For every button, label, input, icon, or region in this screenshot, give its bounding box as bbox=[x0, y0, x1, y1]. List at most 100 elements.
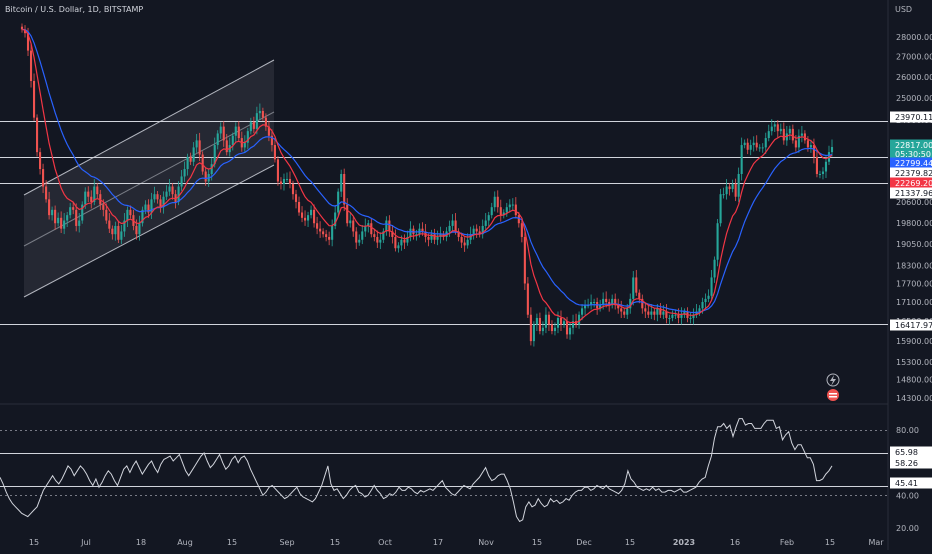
candle-body bbox=[620, 308, 623, 312]
candle-body bbox=[541, 327, 544, 332]
candle-body bbox=[192, 147, 195, 162]
candle-body bbox=[665, 311, 668, 318]
candle-body bbox=[87, 191, 90, 197]
candle-body bbox=[20, 26, 24, 30]
candle-body bbox=[310, 209, 313, 216]
time-tick-label: Aug bbox=[177, 538, 193, 547]
candle-body bbox=[800, 133, 803, 136]
candle-body bbox=[710, 277, 713, 296]
candle-body bbox=[740, 145, 743, 174]
candle-body bbox=[653, 311, 656, 315]
candle-body bbox=[54, 209, 57, 224]
line-price-tag-text: 22379.82 bbox=[895, 169, 932, 178]
candle-body bbox=[279, 181, 283, 184]
rsi-line bbox=[0, 418, 833, 523]
candle-body bbox=[382, 231, 385, 240]
candle-body bbox=[716, 223, 719, 260]
candle-body bbox=[544, 314, 547, 328]
line-price-tag-text: 21337.96 bbox=[895, 189, 932, 198]
candle-body bbox=[108, 220, 111, 229]
candle-body bbox=[325, 234, 328, 237]
candle-body bbox=[66, 215, 69, 221]
candle-body bbox=[782, 128, 785, 141]
candle-body bbox=[547, 314, 551, 325]
time-tick-label: 15 bbox=[330, 538, 340, 547]
candle-body bbox=[514, 204, 517, 216]
candle-body bbox=[737, 173, 740, 197]
candle-body bbox=[599, 305, 602, 309]
candle-body bbox=[307, 215, 310, 221]
candle-body bbox=[144, 204, 147, 210]
candle-body bbox=[764, 138, 767, 148]
price-tick-label: 19050.00 bbox=[896, 240, 932, 249]
candle-body bbox=[340, 173, 343, 192]
candle-body bbox=[252, 122, 255, 129]
candle-body bbox=[400, 239, 403, 246]
candle-body bbox=[689, 317, 692, 319]
events-flag-icon[interactable] bbox=[827, 389, 839, 401]
candle-body bbox=[806, 140, 809, 148]
last-price-tag: 22817.00 bbox=[890, 139, 932, 151]
line-price-tag-bg bbox=[890, 319, 932, 331]
candle-body bbox=[553, 327, 557, 332]
candle-body bbox=[662, 311, 665, 315]
price-tick-label: 19800.00 bbox=[896, 219, 932, 228]
candle-body bbox=[668, 317, 671, 319]
candle-body bbox=[499, 207, 502, 216]
candle-body bbox=[496, 196, 499, 208]
time-tick-label: Mar bbox=[868, 538, 884, 547]
candle-body bbox=[511, 204, 514, 206]
rsi-value-tag-text: 58.26 bbox=[895, 459, 918, 468]
candle-body bbox=[126, 209, 129, 221]
candle-body bbox=[135, 225, 138, 235]
candle-body bbox=[602, 298, 605, 306]
candle-body bbox=[78, 220, 81, 226]
candle-body bbox=[150, 199, 153, 213]
chart-title: Bitcoin / U.S. Dollar, 1D, BITSTAMP bbox=[5, 5, 143, 14]
candle-body bbox=[680, 314, 683, 318]
candle-body bbox=[165, 191, 168, 197]
rsi-tick-label: 80.00 bbox=[896, 426, 919, 435]
candle-body bbox=[436, 236, 439, 240]
candle-body bbox=[701, 302, 704, 309]
candle-body bbox=[590, 302, 593, 306]
horizontal-lines[interactable] bbox=[0, 121, 888, 325]
channel-lower-line bbox=[23, 164, 275, 298]
parallel-channel[interactable] bbox=[23, 59, 275, 298]
candle-body bbox=[26, 33, 30, 51]
candle-body bbox=[114, 225, 117, 235]
ema-slow-tag-bg bbox=[890, 157, 932, 169]
time-tick-label: Nov bbox=[478, 538, 494, 547]
rsi-lower-tag-text: 45.41 bbox=[895, 479, 918, 488]
lightning-icon[interactable] bbox=[826, 373, 840, 387]
candle-body bbox=[81, 204, 84, 221]
candle-body bbox=[219, 126, 222, 134]
candle-body bbox=[770, 126, 773, 132]
candle-body bbox=[349, 220, 352, 224]
candles bbox=[20, 23, 834, 347]
candle-body bbox=[415, 234, 418, 236]
candle-body bbox=[659, 308, 662, 315]
candle-body bbox=[255, 113, 258, 129]
candle-body bbox=[162, 196, 165, 208]
candle-body bbox=[517, 215, 520, 224]
time-axis[interactable]: 15 Jul 18 Aug 15 Sep 15 Oct 17 Nov 15 Dec 15 2023 16 Fe… bbox=[29, 538, 884, 547]
price-tick-label: 25000.00 bbox=[896, 94, 932, 103]
candle-body bbox=[526, 283, 529, 315]
candle-body bbox=[331, 225, 334, 240]
candle-body bbox=[632, 277, 635, 299]
candle-body bbox=[231, 135, 234, 146]
candle-body bbox=[535, 317, 538, 325]
candle-body bbox=[195, 140, 198, 148]
rsi-tick-label: 20.00 bbox=[896, 524, 919, 533]
last-price-tag-bg bbox=[890, 139, 932, 151]
time-tick-label: Dec bbox=[576, 538, 591, 547]
candle-body bbox=[297, 201, 301, 213]
candle-body bbox=[433, 234, 436, 240]
rsi-upper-tag-text: 65.98 bbox=[895, 448, 918, 457]
candle-body bbox=[791, 128, 794, 141]
candle-body bbox=[51, 209, 54, 216]
candle-body bbox=[641, 298, 644, 309]
